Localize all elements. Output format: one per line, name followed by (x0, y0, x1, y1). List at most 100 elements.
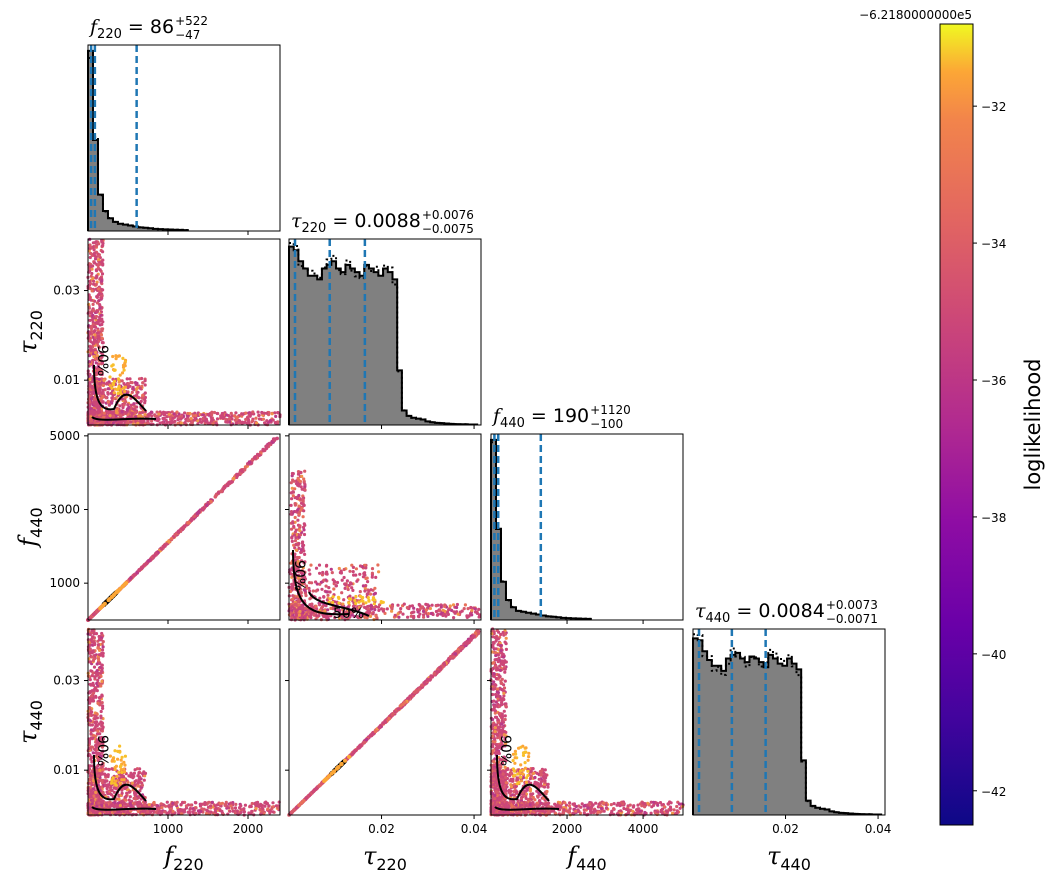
scatter-point (271, 810, 275, 814)
scatter-point (94, 282, 98, 287)
scatter-point (222, 484, 227, 489)
scatter-point (426, 612, 431, 616)
scatter-point (441, 608, 445, 612)
scatter-point (89, 419, 94, 423)
scatter-point (87, 400, 91, 404)
scatter-point (123, 763, 127, 767)
scatter-point (100, 679, 104, 684)
scatter-point (94, 335, 98, 340)
scatter-point (93, 720, 97, 725)
scatter-point (131, 776, 135, 780)
scatter-point (212, 410, 217, 415)
scatter-point (361, 596, 365, 600)
scatter-point (89, 755, 94, 759)
scatter-point (224, 417, 228, 421)
scatter-point (171, 416, 175, 420)
scatter-point (290, 471, 294, 476)
scatter-point (176, 421, 180, 426)
scatter-point (270, 806, 274, 811)
scatter-point (297, 478, 301, 482)
scatter-point (98, 381, 102, 385)
scatter-point (246, 417, 250, 422)
scatter-point (307, 568, 311, 572)
scatter-f220-f440 (86, 436, 280, 622)
scatter-point (88, 402, 92, 407)
scatter-point (142, 778, 146, 782)
scatter-point (132, 573, 137, 577)
scatter-point (95, 712, 99, 716)
scatter-point (303, 482, 307, 487)
scatter-point (186, 810, 190, 814)
scatter-point (119, 421, 123, 425)
scatter-point (89, 324, 93, 329)
scatter-point (118, 373, 122, 377)
scatter-point (231, 476, 236, 481)
scatter-point (96, 254, 101, 258)
scatter-point (254, 806, 258, 811)
scatter-point (438, 609, 442, 613)
scatter-point (138, 386, 142, 390)
scatter-point (90, 783, 94, 787)
scatter-point (205, 419, 209, 423)
scatter-point (330, 571, 334, 575)
hist-f220-fill (88, 50, 188, 231)
scatter-point (218, 809, 222, 813)
scatter-point (193, 800, 197, 805)
scatter-point (92, 279, 96, 283)
scatter-point (263, 421, 267, 425)
scatter-point (244, 411, 248, 415)
scatter-point (126, 403, 130, 407)
scatter-point (141, 393, 145, 397)
scatter-point (97, 722, 101, 726)
scatter-point (463, 603, 467, 607)
scatter-point (167, 804, 171, 808)
scatter-point (196, 419, 200, 423)
scatter-point (90, 421, 94, 426)
scatter-point (274, 421, 278, 425)
scatter-point (401, 612, 405, 616)
scatter-point (337, 566, 341, 571)
panel-title-upper-err: +0.0073 (826, 598, 878, 612)
scatter-point (116, 354, 120, 358)
scatter-point (165, 800, 169, 804)
scatter-point (92, 248, 96, 252)
scatter-point (95, 381, 99, 385)
scatter-point (88, 377, 92, 381)
scatter-point (136, 386, 140, 390)
scatter-point (348, 569, 352, 573)
scatter-point (192, 514, 196, 519)
scatter-point (122, 810, 126, 814)
scatter-point (436, 612, 440, 617)
scatter-point (94, 790, 98, 795)
scatter-point (475, 611, 479, 616)
scatter-point (292, 533, 297, 537)
scatter-point (103, 773, 108, 777)
scatter-point (189, 803, 193, 807)
scatter-point (299, 591, 303, 595)
scatter-point (94, 351, 98, 355)
scatter-point (412, 606, 416, 610)
scatter-point (332, 587, 336, 591)
scatter-point (100, 272, 105, 276)
scatter-point (328, 597, 332, 601)
scatter-point (106, 387, 110, 391)
scatter-point (154, 551, 158, 556)
scatter-point (125, 421, 129, 425)
scatter-point (101, 288, 105, 292)
scatter-point (94, 244, 98, 248)
scatter-point (89, 397, 93, 401)
scatter-point (434, 609, 438, 614)
scatter-point (324, 572, 328, 576)
scatter-point (182, 810, 186, 814)
scatter-point (183, 411, 187, 415)
scatter-point (354, 594, 358, 599)
scatter-point (144, 562, 148, 566)
scatter-point (294, 548, 298, 552)
scatter-point (129, 803, 133, 807)
scatter-point (138, 411, 142, 415)
scatter-point (298, 609, 302, 614)
scatter-point (364, 601, 368, 605)
scatter-point (228, 480, 232, 484)
scatter-point (146, 419, 150, 423)
scatter-point (314, 580, 318, 584)
